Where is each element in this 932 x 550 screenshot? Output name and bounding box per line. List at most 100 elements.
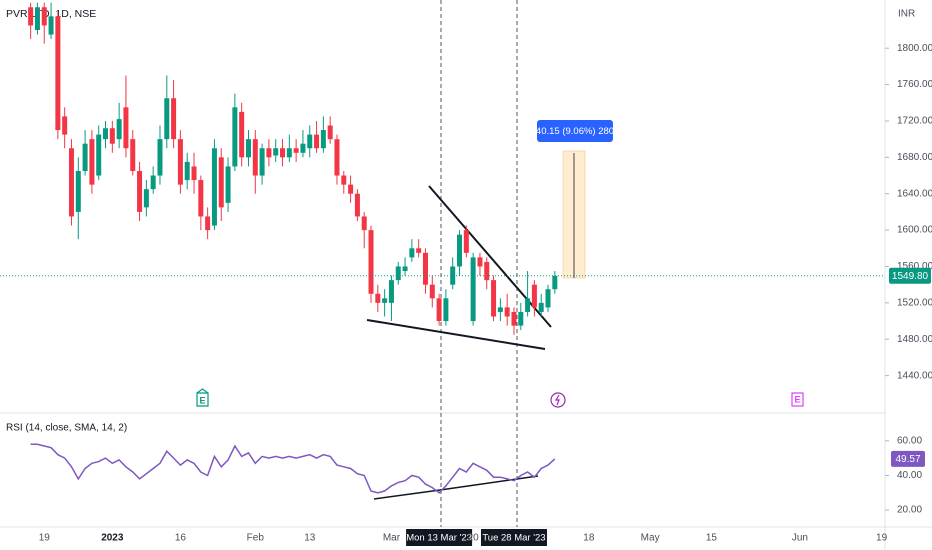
y-tick-label: 1560.00 [897, 261, 932, 272]
candle-body [545, 289, 551, 308]
y-tick-label: 20.00 [897, 505, 922, 516]
x-tick-label: 20 [468, 533, 480, 544]
x-tick-label: 18 [583, 533, 595, 544]
candle-body [518, 311, 524, 326]
candle-body [293, 148, 299, 153]
candle-body [123, 107, 129, 149]
measure-label: 140.15 (9.06%) 2803 [531, 126, 620, 137]
earnings-marker[interactable]: E [791, 392, 804, 407]
rsi-value-tag [891, 450, 925, 467]
candle-body [137, 170, 143, 212]
candle-body [463, 230, 469, 253]
candle-body [531, 284, 537, 308]
x-tick-label: May [641, 533, 660, 544]
candle-body [497, 307, 503, 312]
candle-body [68, 148, 74, 217]
candle-body [116, 119, 122, 140]
y-tick-label: 1520.00 [897, 298, 932, 309]
candle-body [164, 98, 170, 140]
x-tick-label: 19 [39, 533, 51, 544]
candle-body [171, 98, 177, 140]
x-tick-label: 2023 [101, 533, 124, 544]
candle-body [348, 184, 354, 194]
y-tick-label: 1800.00 [897, 43, 932, 54]
candle-body [82, 143, 88, 171]
trendline [428, 185, 552, 328]
candle-body [538, 302, 544, 312]
candle-body [382, 298, 388, 303]
event-label: E [199, 395, 205, 405]
candle-body [48, 16, 54, 35]
y-tick-label: 40.00 [897, 470, 922, 481]
x-tick-label: 13 [304, 533, 316, 544]
candle-body [525, 298, 531, 312]
candle-body [409, 248, 415, 258]
dividend-marker[interactable] [550, 392, 566, 408]
candle-body [395, 266, 401, 281]
crosshair-date-label: Tue 28 Mar '23 [482, 533, 545, 544]
rsi-line [30, 443, 556, 494]
candle-body [375, 293, 381, 303]
x-tick-label: 15 [706, 533, 718, 544]
candle-body [334, 139, 340, 176]
candle-body [320, 130, 326, 149]
crosshair-date-box [406, 529, 473, 546]
candle-body [327, 125, 333, 140]
candle-body [143, 189, 149, 208]
trendline [366, 319, 546, 350]
candle-body [259, 148, 265, 176]
y-tick-label: 1600.00 [897, 225, 932, 236]
candle-body [103, 128, 109, 140]
y-tick-label: 1440.00 [897, 370, 932, 381]
x-tick-label: 19 [876, 533, 888, 544]
candle-body [157, 139, 163, 176]
candle-body [198, 180, 204, 217]
candle-body [314, 134, 320, 149]
candle-body [266, 148, 272, 158]
crosshair-date-box [480, 529, 547, 546]
candle-body [28, 7, 34, 26]
event-label: E [794, 394, 800, 404]
trendline [439, 475, 539, 491]
candle-body [286, 148, 292, 158]
candle-body [232, 107, 238, 167]
candle-body [211, 148, 217, 226]
candle-body [341, 175, 347, 185]
candle-body [41, 7, 47, 26]
candle-body [184, 161, 190, 181]
candle-body [109, 128, 115, 144]
candle-body [205, 216, 211, 231]
candle-body [470, 257, 476, 322]
candle-body [416, 248, 422, 253]
candle-body [62, 116, 68, 135]
candle-body [245, 139, 251, 158]
candle-body [96, 134, 102, 176]
candle-body [273, 148, 279, 156]
candle-body [34, 7, 40, 31]
rsi-value-label: 49.57 [895, 454, 920, 465]
candle-body [436, 298, 442, 322]
candle-body [429, 284, 435, 299]
indicator-title: RSI (14, close, SMA, 14, 2) [6, 423, 127, 434]
candle-body [552, 275, 558, 290]
candle-body [307, 134, 313, 149]
candle-body [484, 261, 490, 281]
earnings-marker[interactable]: E [196, 388, 209, 407]
candle-body [252, 139, 258, 176]
candle-body [422, 252, 428, 285]
y-tick-label: 1640.00 [897, 188, 932, 199]
y-tick-label: 60.00 [897, 435, 922, 446]
y-tick-label: 1720.00 [897, 116, 932, 127]
x-tick-label: Jun [792, 533, 808, 544]
candle-body [75, 170, 81, 212]
y-tick-label: 1760.00 [897, 79, 932, 90]
candle-body [504, 307, 510, 317]
candle-body [89, 139, 95, 185]
candle-body [457, 234, 463, 267]
candle-body [388, 280, 394, 303]
crosshair-date-label: Mon 13 Mar '23 [406, 533, 472, 544]
candle-body [177, 139, 183, 185]
candle-body [239, 111, 245, 158]
candle-body [55, 16, 61, 131]
